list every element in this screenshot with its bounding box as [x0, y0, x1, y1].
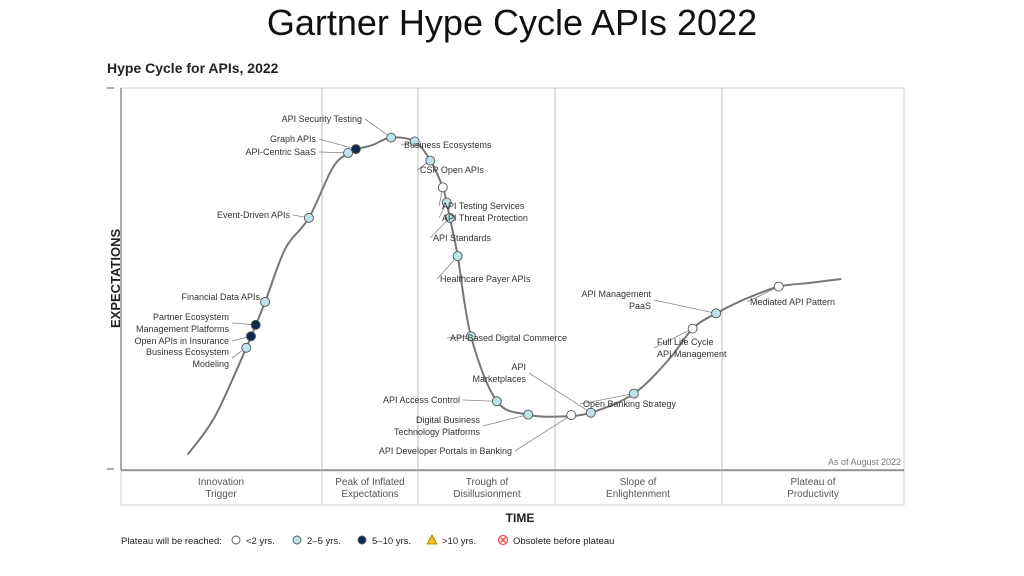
technology-point: [343, 147, 354, 158]
technology-point: [409, 136, 420, 147]
legend-entry: 5–10 yrs.: [372, 536, 411, 547]
technology-point: [711, 308, 722, 319]
technology-point: [260, 296, 271, 307]
technology-label: Open Banking Strategy: [583, 399, 677, 409]
legend-entry: Obsolete before plateau: [513, 536, 614, 547]
leader-line: [746, 286, 779, 303]
leader-line: [514, 414, 572, 452]
technology-label: API Testing Services: [442, 201, 525, 211]
label-leaders: [231, 118, 779, 452]
technology-label: Partner Ecosystem Management Platforms: [136, 312, 230, 334]
hype-curve: [186, 136, 842, 456]
technology-point: [444, 212, 455, 223]
chart-title: Hype Cycle for APIs, 2022: [107, 60, 279, 76]
technology-point: [386, 132, 397, 143]
leader-line: [482, 414, 529, 427]
technology-label: Graph APIs: [270, 134, 317, 144]
technology-label: API Security Testing: [282, 114, 362, 124]
technology-points: [241, 132, 784, 421]
technology-label: API Standards: [433, 233, 492, 243]
x-axis-label: TIME: [506, 511, 535, 525]
phase-label: Peak of Inflated Expectations: [335, 477, 405, 500]
technology-point: [241, 342, 252, 353]
phase-label: Slope of Enlightenment: [606, 477, 670, 500]
legend: Plateau will be reached: <2 yrs. 2–5 yrs.…: [121, 534, 614, 547]
leader-line: [528, 372, 592, 414]
technology-point: [773, 281, 784, 292]
technology-label: Open APIs in Insurance: [134, 336, 229, 346]
leader-line: [653, 299, 717, 314]
technology-point: [246, 331, 256, 342]
technology-label: API Developer Portals in Banking: [379, 446, 512, 456]
technology-label: API Management PaaS: [581, 289, 651, 311]
technology-point: [687, 323, 698, 334]
technology-label: Business Ecosystems: [404, 140, 492, 150]
technology-point: [437, 182, 448, 193]
phase-label: Plateau of Productivity: [787, 477, 839, 500]
technology-label: Mediated API Pattern: [750, 297, 835, 307]
legend-marker: [500, 537, 506, 543]
leader-line: [364, 118, 392, 138]
technology-label: CSP Open APIs: [420, 165, 484, 175]
technology-point: [466, 331, 476, 342]
technology-label: API-Centric SaaS: [245, 147, 316, 157]
technology-label: Business Ecosystem Modeling: [146, 347, 229, 369]
y-axis-label: EXPECTATIONS: [108, 228, 123, 328]
legend-marker: [357, 535, 367, 545]
legend-title: Plateau will be reached:: [121, 536, 222, 547]
technology-point: [523, 409, 534, 420]
legend-entry: <2 yrs.: [246, 536, 275, 547]
slide-title: Gartner Hype Cycle APIs 2022: [266, 2, 758, 43]
technology-point: [585, 407, 596, 418]
phase-strip: [120, 470, 905, 506]
technology-label: API Threat Protection: [442, 213, 528, 223]
leader-line: [653, 328, 693, 349]
leader-line: [462, 399, 497, 402]
technology-point: [441, 197, 452, 208]
legend-entry: 2–5 yrs.: [307, 536, 341, 547]
technology-point: [628, 388, 639, 399]
technology-point: [452, 251, 463, 262]
phase-label: Innovation Trigger: [198, 477, 244, 500]
technology-point: [350, 144, 361, 155]
technology-label: API Marketplaces: [472, 362, 526, 384]
technology-label: Full Life Cycle API Management: [657, 337, 727, 359]
legend-marker: [231, 535, 241, 545]
phase-label: Trough of Disillusionment: [453, 477, 520, 500]
legend-entry: >10 yrs.: [442, 536, 476, 547]
technology-point: [566, 410, 577, 421]
technology-label: Event-Driven APIs: [217, 210, 291, 220]
leader-line: [436, 255, 458, 280]
technology-point: [491, 396, 502, 407]
technology-label: Financial Data APIs: [181, 292, 260, 302]
technology-point: [425, 155, 436, 166]
phase-labels: Innovation Trigger Peak of Inflated Expecta…: [198, 477, 839, 500]
leader-line: [318, 138, 357, 150]
technology-point: [250, 319, 261, 330]
technology-label: API-Based Digital Commerce: [450, 333, 567, 343]
legend-marker: [426, 534, 438, 545]
legend-marker: [292, 535, 302, 545]
as-of-note: As of August 2022: [828, 457, 901, 467]
technology-label: Healthcare Payer APIs: [440, 274, 531, 284]
technology-label: API Access Control: [383, 395, 460, 405]
technology-point: [303, 212, 314, 223]
leader-line: [579, 393, 634, 405]
technology-label: Digital Business Technology Platforms: [394, 415, 481, 437]
